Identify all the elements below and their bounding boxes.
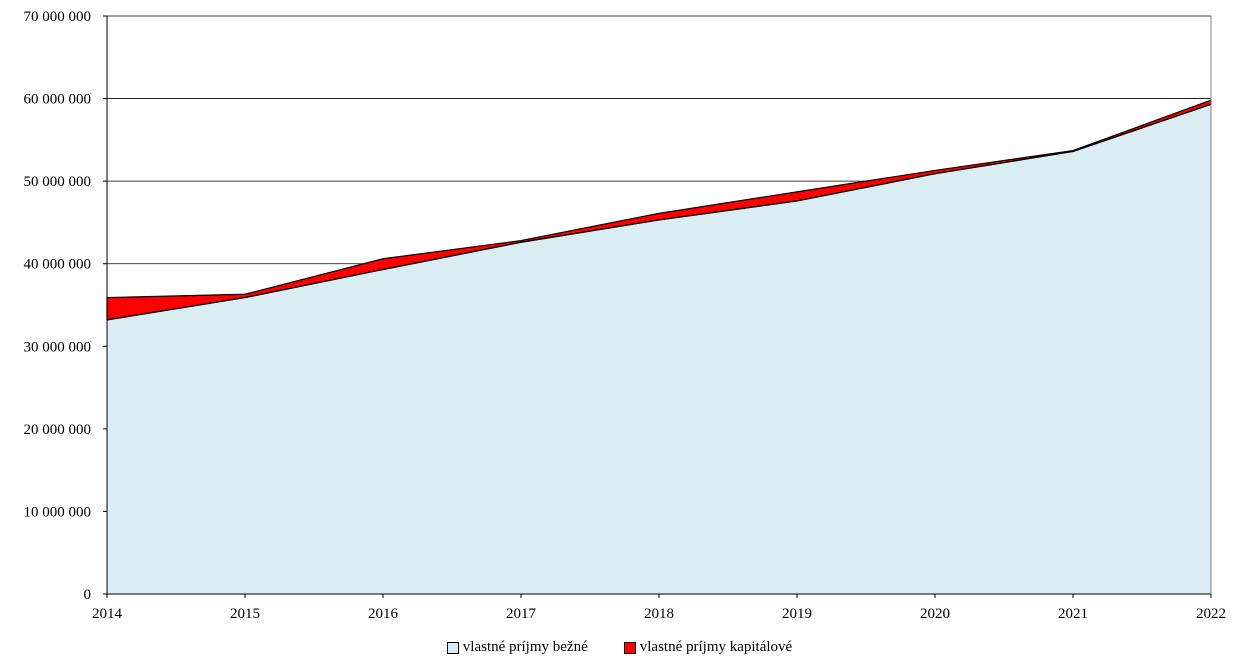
legend-label-bezne: vlastné príjmy bežné [462, 639, 588, 655]
area-series-bezne [107, 104, 1211, 594]
legend: vlastné príjmy bežné vlastné príjmy kapi… [0, 639, 1239, 656]
area-series [106, 99, 1212, 594]
legend-item-kapitalove: vlastné príjmy kapitálové [623, 639, 793, 656]
legend-swatch-bezne [446, 641, 459, 654]
y-tick-label: 70 000 000 [24, 9, 92, 25]
x-tick-label: 2015 [230, 606, 260, 622]
y-tick-label: 60 000 000 [24, 92, 92, 108]
x-tick-label: 2018 [644, 606, 674, 622]
y-tick-label: 20 000 000 [24, 422, 92, 438]
x-tick-label: 2022 [1196, 606, 1226, 622]
x-tick-label: 2020 [920, 606, 950, 622]
y-tick-label: 40 000 000 [24, 257, 92, 273]
x-tick-label: 2016 [368, 606, 399, 622]
x-tick-label: 2017 [506, 606, 537, 622]
x-axis-ticks: 2014 2015 2016 2017 2018 2019 2020 2021 2022 [92, 594, 1226, 622]
y-tick-label: 0 [84, 587, 92, 603]
legend-label-kapitalove: vlastné príjmy kapitálové [639, 639, 793, 655]
legend-swatch-kapitalove [623, 641, 636, 654]
x-tick-label: 2021 [1058, 606, 1088, 622]
y-axis-ticks: 0 10 000 000 20 000 000 30 000 000 40 000 00… [24, 9, 107, 603]
y-tick-label: 50 000 000 [24, 174, 92, 190]
series-boundary-line [106, 103, 1212, 321]
x-tick-label: 2014 [92, 606, 123, 622]
x-tick-label: 2019 [782, 606, 812, 622]
y-tick-label: 30 000 000 [24, 339, 92, 355]
y-tick-label: 10 000 000 [24, 504, 92, 520]
legend-item-bezne: vlastné príjmy bežné [446, 639, 588, 656]
